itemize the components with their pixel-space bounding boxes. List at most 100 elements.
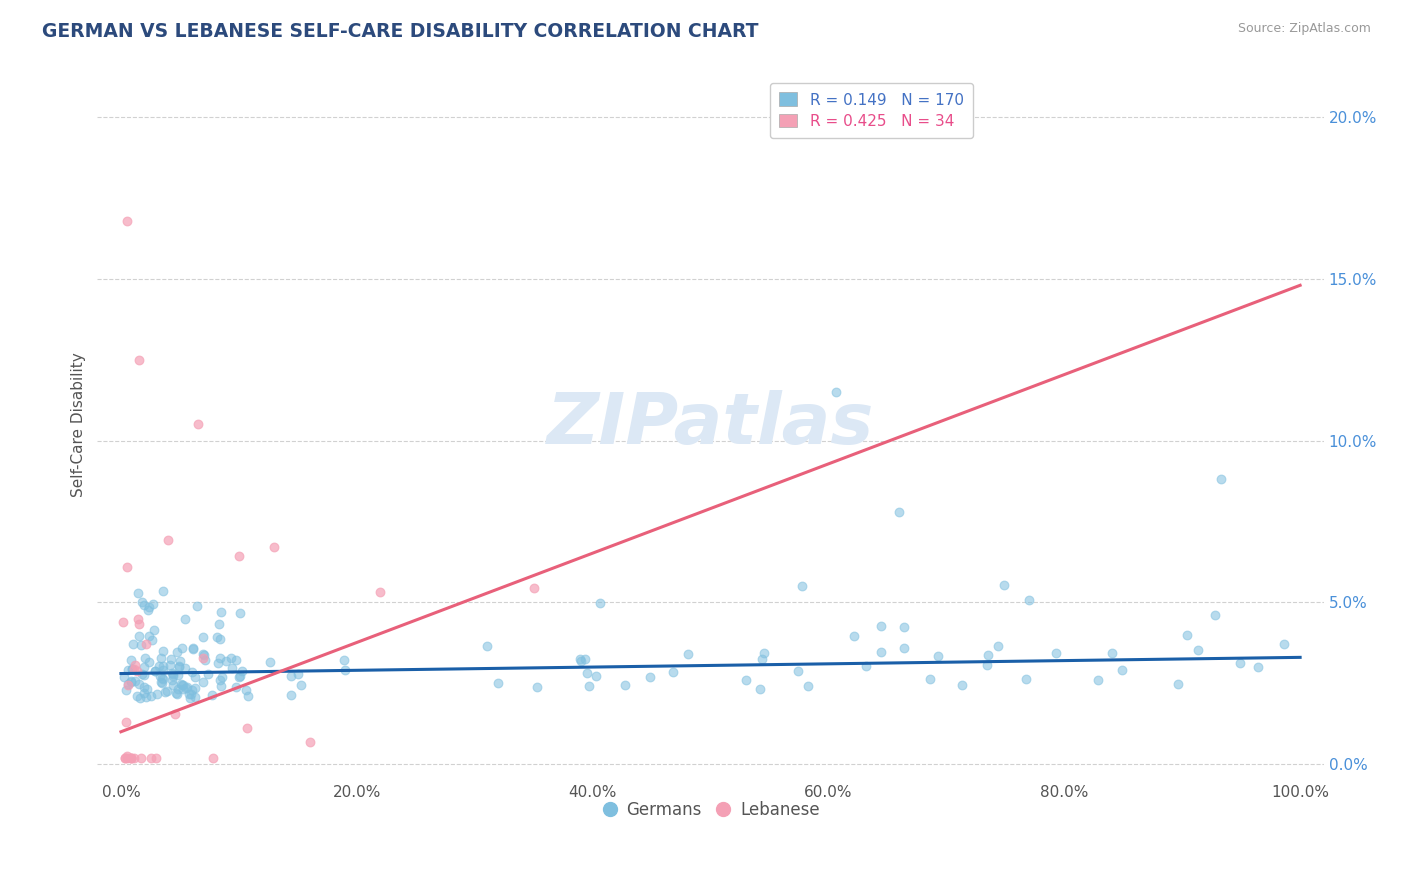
Point (120, 653, 142, 667)
Point (138, 656, 160, 670)
Point (159, 657, 181, 672)
Point (576, 666, 599, 681)
Point (170, 640, 193, 655)
Point (186, 599, 208, 614)
Point (287, 667, 309, 681)
Point (1015, 672, 1038, 686)
Point (172, 677, 194, 691)
Point (259, 655, 281, 669)
Point (174, 660, 197, 674)
Point (662, 665, 685, 679)
Point (149, 669, 172, 683)
Point (187, 417, 209, 432)
Point (143, 664, 166, 678)
Point (221, 661, 243, 675)
Point (179, 691, 201, 706)
Point (193, 630, 215, 644)
Point (202, 750, 225, 764)
Point (1272, 637, 1295, 651)
Point (152, 583, 174, 598)
Point (228, 669, 250, 683)
Point (170, 676, 193, 690)
Point (183, 690, 205, 705)
Point (1209, 472, 1232, 486)
Point (1229, 656, 1251, 670)
Point (229, 606, 252, 620)
Point (115, 714, 138, 729)
Point (1087, 673, 1109, 687)
Point (887, 505, 910, 519)
Point (207, 656, 229, 670)
Point (1111, 663, 1133, 677)
Point (121, 662, 143, 676)
Point (197, 667, 219, 681)
Point (735, 673, 758, 687)
Point (221, 650, 243, 665)
Point (176, 680, 198, 694)
Point (125, 689, 148, 703)
Point (208, 651, 231, 665)
Point (950, 678, 973, 692)
Point (211, 679, 233, 693)
Point (986, 640, 1008, 654)
Point (145, 687, 167, 701)
Point (842, 629, 865, 643)
Point (129, 750, 152, 764)
Point (333, 653, 356, 667)
Point (132, 680, 155, 694)
Point (231, 665, 253, 679)
Point (122, 750, 145, 764)
Point (191, 675, 214, 690)
Point (127, 612, 149, 626)
Point (128, 617, 150, 632)
Point (124, 658, 146, 673)
Point (115, 213, 138, 227)
Point (752, 646, 775, 660)
Point (209, 605, 232, 619)
Point (181, 640, 204, 655)
Text: GERMAN VS LEBANESE SELF-CARE DISABILITY CORRELATION CHART: GERMAN VS LEBANESE SELF-CARE DISABILITY … (42, 22, 759, 41)
Point (225, 681, 247, 695)
Point (167, 668, 190, 682)
Point (166, 645, 188, 659)
Point (193, 648, 215, 663)
Point (114, 683, 136, 698)
Point (149, 650, 172, 665)
Point (138, 599, 160, 614)
Text: Source: ZipAtlas.com: Source: ZipAtlas.com (1237, 22, 1371, 36)
Point (855, 659, 877, 673)
Point (114, 750, 136, 764)
Point (870, 618, 893, 632)
Point (138, 630, 160, 644)
Point (132, 660, 155, 674)
Point (523, 582, 546, 596)
Point (150, 671, 173, 685)
Point (1101, 646, 1123, 660)
Point (139, 750, 162, 764)
Point (117, 677, 139, 691)
Point (640, 670, 662, 684)
Point (193, 651, 215, 665)
Point (169, 660, 191, 674)
Point (977, 648, 1000, 663)
Point (135, 681, 157, 696)
Point (153, 684, 176, 698)
Point (993, 577, 1015, 591)
Point (526, 680, 548, 694)
Point (578, 679, 600, 693)
Point (1175, 628, 1198, 642)
Point (236, 721, 259, 735)
Point (152, 676, 174, 690)
Point (236, 689, 259, 703)
Point (120, 750, 142, 764)
Point (215, 654, 238, 668)
Point (114, 750, 136, 764)
Point (167, 659, 190, 673)
Point (117, 560, 139, 574)
Point (585, 669, 607, 683)
Text: ZIPatlas: ZIPatlas (547, 390, 875, 458)
Y-axis label: Self-Care Disability: Self-Care Disability (72, 352, 86, 497)
Point (280, 688, 302, 702)
Point (796, 679, 818, 693)
Point (128, 677, 150, 691)
